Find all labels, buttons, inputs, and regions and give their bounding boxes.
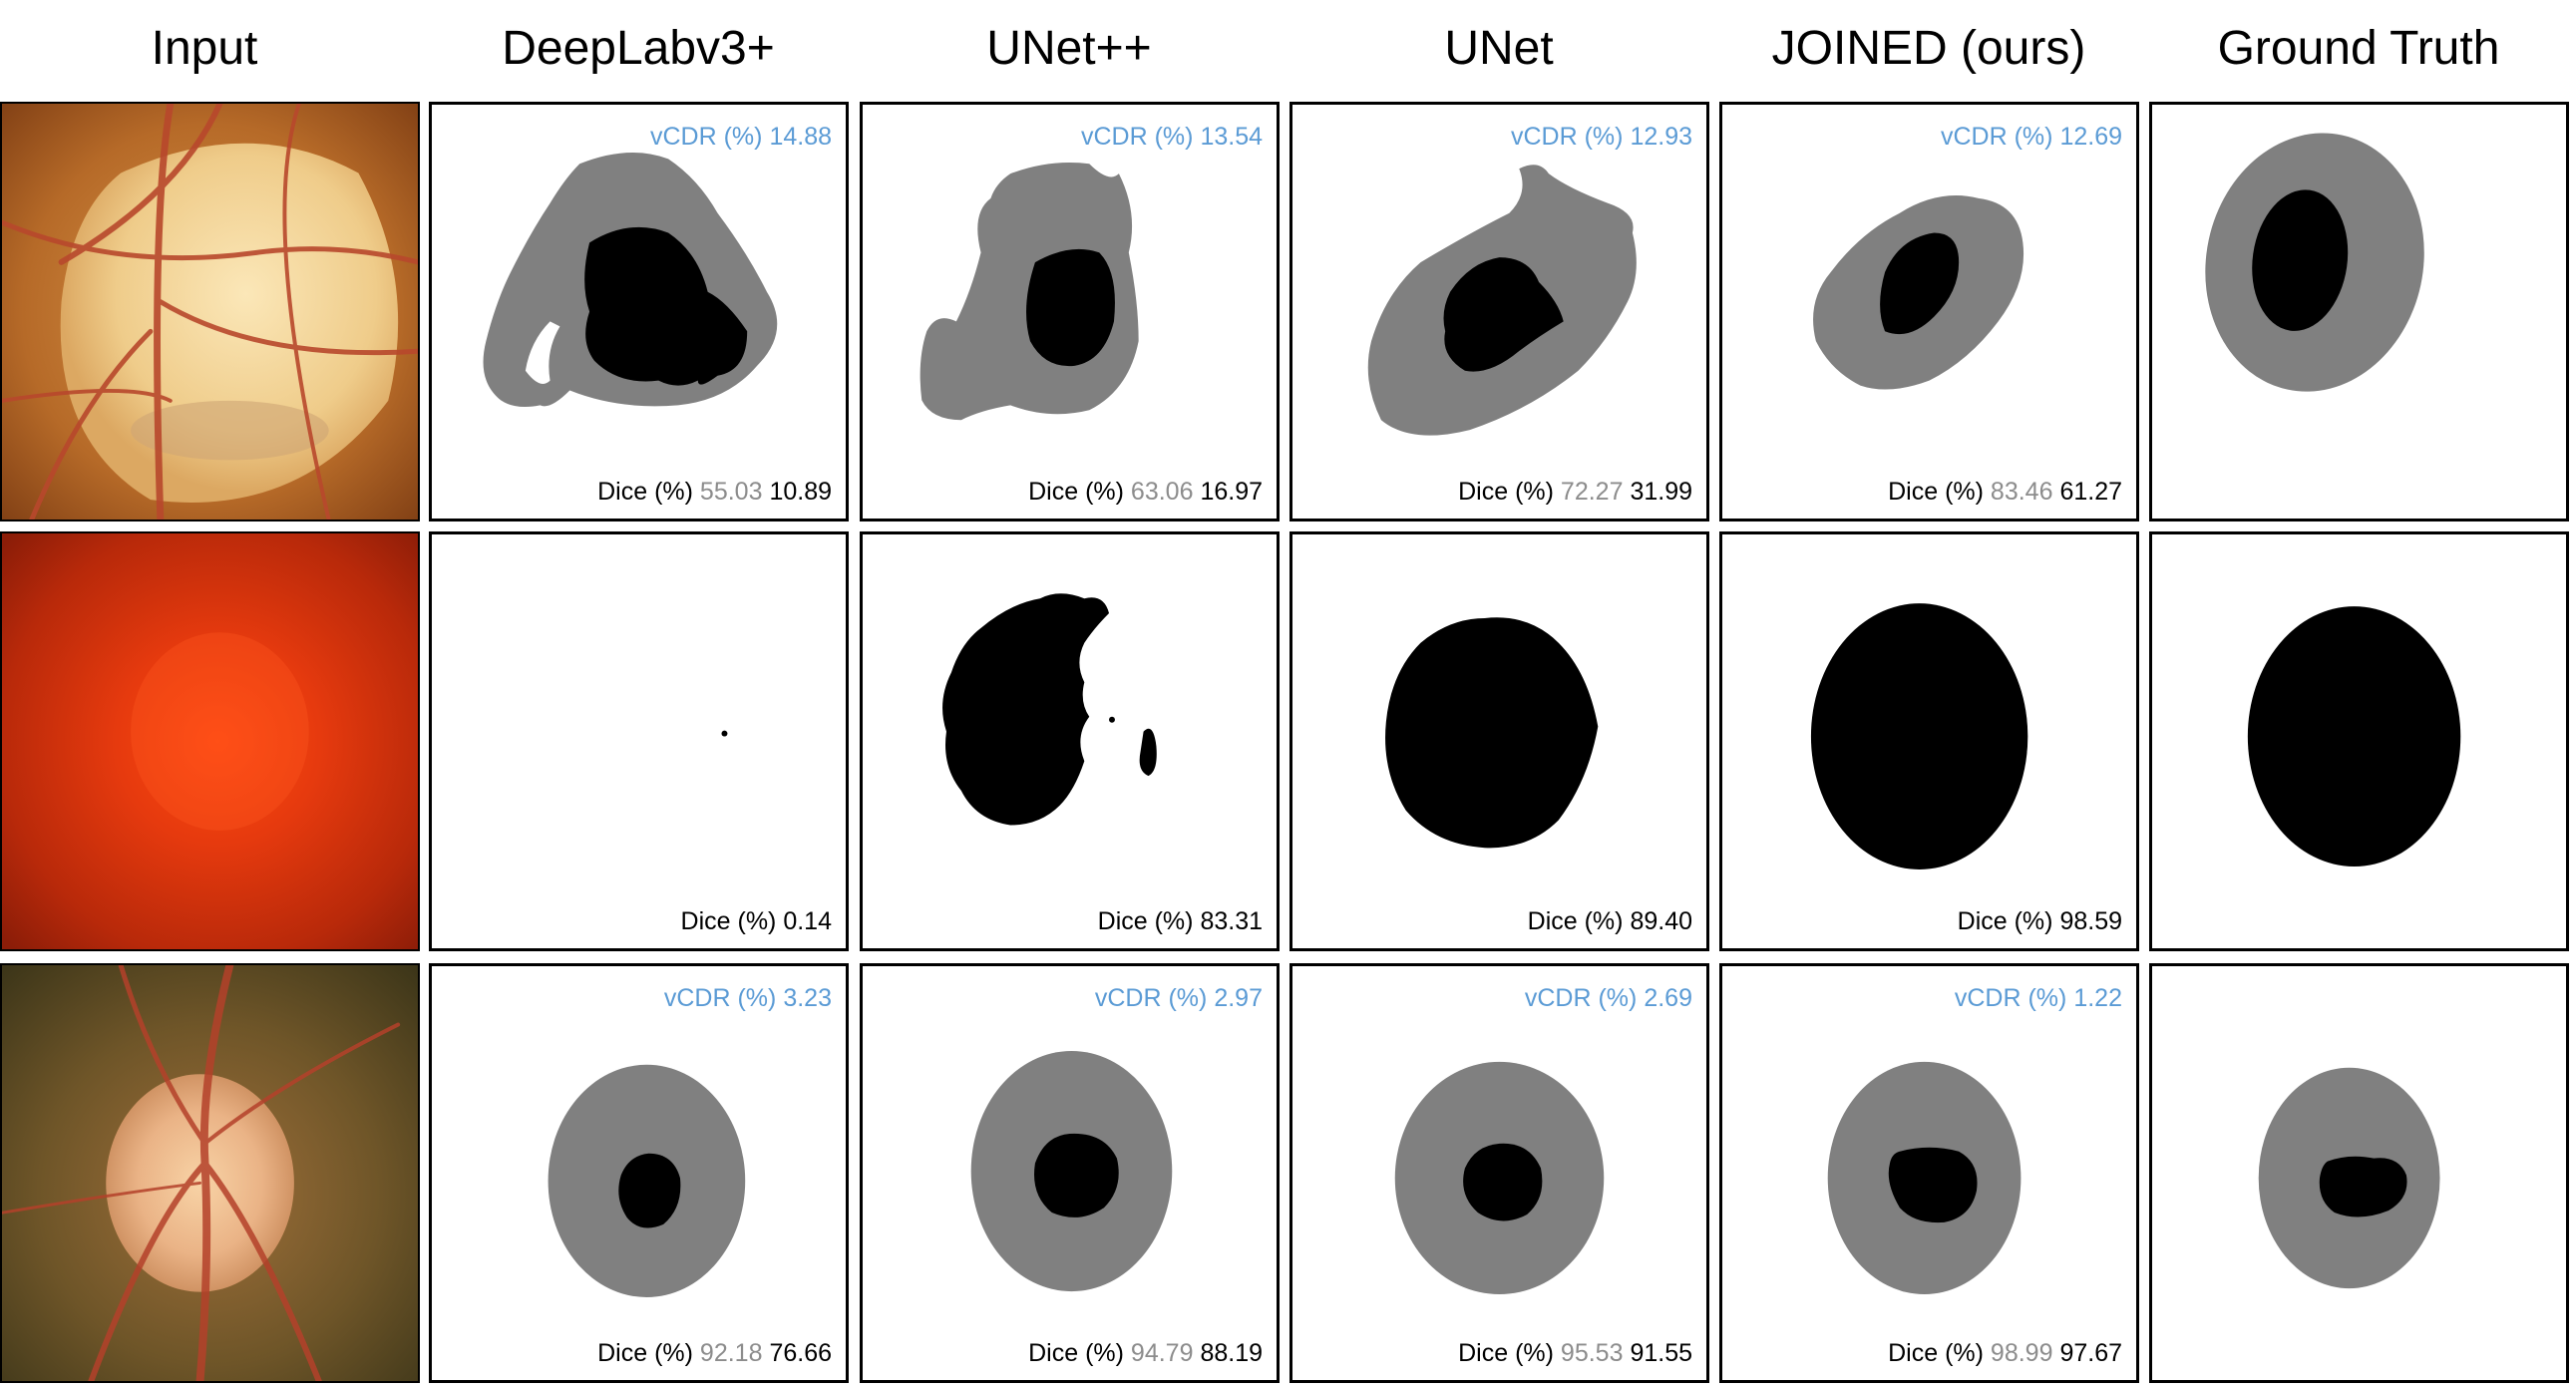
segmentation-mask	[721, 730, 728, 737]
segmentation-mask	[483, 152, 778, 408]
optic-cup-region	[1443, 257, 1564, 372]
prediction-unet-row-1: vCDR (%) 12.93 Dice (%) 72.27 31.99	[1289, 102, 1709, 521]
optic-cup-region	[2252, 189, 2349, 331]
segmentation-mask	[1827, 1061, 2022, 1295]
prediction-joined-row-3: vCDR (%) 1.22 Dice (%) 98.99 97.67	[1719, 963, 2139, 1383]
dice-label: Dice (%) 55.03 10.89	[597, 478, 832, 506]
dice-label: Dice (%) 95.53 91.55	[1458, 1339, 1692, 1367]
vcdr-label: vCDR (%) 3.23	[663, 984, 832, 1012]
optic-cup-fragment	[1139, 728, 1157, 777]
optic-cup-region	[2319, 1156, 2407, 1217]
header-deeplabv3plus: DeepLabv3+	[502, 22, 775, 75]
segmentation-mask	[2247, 606, 2461, 867]
dice-label: Dice (%) 0.14	[680, 907, 832, 935]
optic-cup-region	[1888, 1147, 1978, 1223]
dice-label: Dice (%) 72.27 31.99	[1458, 478, 1692, 506]
vcdr-label: vCDR (%) 13.54	[1080, 123, 1263, 151]
segmentation-mask	[548, 1064, 746, 1297]
segmentation-mask	[1367, 165, 1637, 436]
segmentation-mask	[1813, 195, 2024, 390]
vcdr-label: vCDR (%) 14.88	[649, 123, 832, 151]
ground-truth-row-1	[2149, 102, 2569, 521]
optic-cup-region	[1463, 1143, 1543, 1221]
dice-label: Dice (%) 92.18 76.66	[597, 1339, 832, 1367]
vcdr-label: vCDR (%) 2.97	[1094, 984, 1263, 1012]
ground-truth-row-3	[2149, 963, 2569, 1383]
optic-cup-region	[1810, 603, 2028, 869]
dice-label: Dice (%) 89.40	[1527, 907, 1692, 935]
optic-cup-region	[942, 593, 1110, 826]
dice-label: Dice (%) 63.06 16.97	[1028, 478, 1263, 506]
optic-cup-region	[1880, 232, 1960, 335]
segmentation-mask	[1810, 603, 2028, 869]
prediction-unetpp-row-2: Dice (%) 83.31	[860, 531, 1280, 951]
dice-label: Dice (%) 94.79 88.19	[1028, 1339, 1263, 1367]
optic-cup-region	[2247, 606, 2461, 867]
vcdr-label: vCDR (%) 1.22	[1954, 984, 2122, 1012]
dice-label: Dice (%) 83.31	[1097, 907, 1263, 935]
fundus-image-row-1	[0, 102, 420, 521]
dice-label: Dice (%) 98.59	[1957, 907, 2122, 935]
optic-cup-region	[1026, 248, 1115, 367]
fundus-image-row-2	[0, 531, 420, 951]
segmentation-mask	[2205, 133, 2424, 392]
prediction-unetpp-row-3: vCDR (%) 2.97 Dice (%) 94.79 88.19	[860, 963, 1280, 1383]
vcdr-label: vCDR (%) 12.93	[1510, 123, 1692, 151]
prediction-deeplabv3plus-row-3: vCDR (%) 3.23 Dice (%) 92.18 76.66	[429, 963, 849, 1383]
optic-cup-region	[618, 1153, 681, 1228]
segmentation-mask	[942, 593, 1157, 826]
segmentation-mask	[970, 1050, 1173, 1292]
segmentation-mask	[1385, 617, 1599, 849]
header-input: Input	[151, 22, 258, 75]
dice-label: Dice (%) 98.99 97.67	[1888, 1339, 2122, 1367]
vcdr-label: vCDR (%) 12.69	[1940, 123, 2122, 151]
segmentation-mask	[920, 163, 1139, 421]
prediction-unet-row-3: vCDR (%) 2.69 Dice (%) 95.53 91.55	[1289, 963, 1709, 1383]
segmentation-mask	[2258, 1067, 2440, 1289]
prediction-unetpp-row-1: vCDR (%) 13.54 Dice (%) 63.06 16.97	[860, 102, 1280, 521]
optic-cup-region	[1385, 617, 1599, 849]
header-unetpp: UNet++	[986, 22, 1152, 75]
ground-truth-row-2	[2149, 531, 2569, 951]
prediction-deeplabv3plus-row-1: vCDR (%) 14.88 Dice (%) 55.03 10.89	[429, 102, 849, 521]
fundus-image-row-3	[0, 963, 420, 1383]
prediction-joined-row-2: Dice (%) 98.59	[1719, 531, 2139, 951]
fundus-glaucoma-1-image	[2, 104, 418, 520]
optic-cup-region	[584, 226, 748, 386]
optic-cup-region	[721, 730, 728, 737]
fundus-red-blurred-image	[2, 533, 418, 949]
optic-cup-region	[1034, 1133, 1119, 1217]
optic-cup-speck	[1109, 716, 1115, 723]
prediction-joined-row-1: vCDR (%) 12.69 Dice (%) 83.46 61.27	[1719, 102, 2139, 521]
prediction-unet-row-2: Dice (%) 89.40	[1289, 531, 1709, 951]
header-ground-truth: Ground Truth	[2217, 22, 2500, 75]
vcdr-label: vCDR (%) 2.69	[1524, 984, 1692, 1012]
dice-label: Dice (%) 83.46 61.27	[1888, 478, 2122, 506]
header-joined: JOINED (ours)	[1771, 22, 2086, 75]
segmentation-mask	[1394, 1061, 1605, 1295]
header-unet: UNet	[1444, 22, 1554, 75]
fundus-normal-disc-image	[2, 965, 418, 1381]
prediction-deeplabv3plus-row-2: Dice (%) 0.14	[429, 531, 849, 951]
